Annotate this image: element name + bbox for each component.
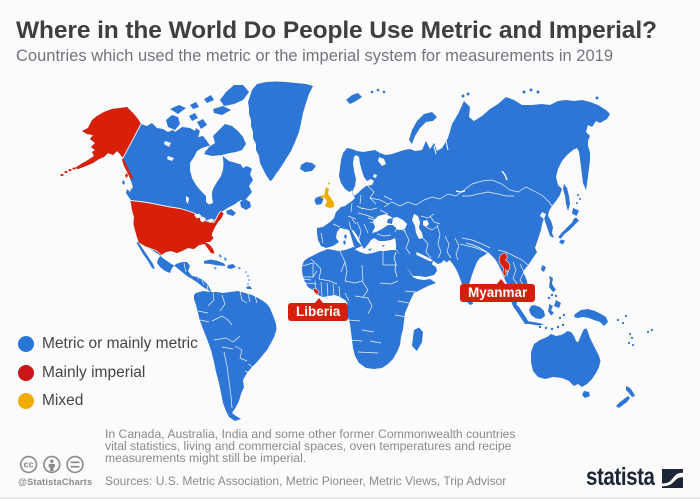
svg-text:cc: cc xyxy=(24,460,34,470)
